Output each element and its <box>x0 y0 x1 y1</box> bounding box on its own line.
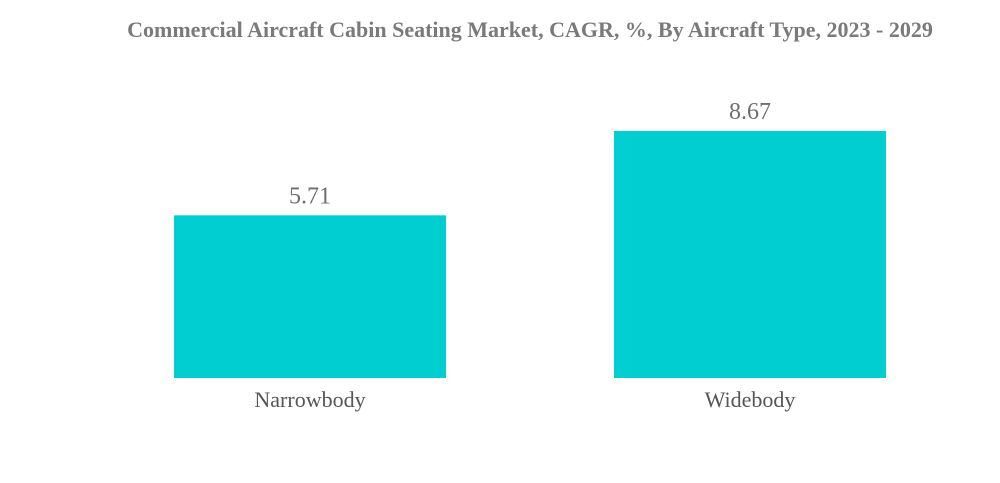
bars-layer: 5.71 Narrowbody 8.67 Widebody <box>174 99 886 412</box>
category-label-widebody: Widebody <box>705 387 796 412</box>
bar-widebody <box>614 131 886 378</box>
value-label-narrowbody: 5.71 <box>289 183 331 209</box>
chart-title: Commercial Aircraft Cabin Seating Market… <box>127 17 933 42</box>
value-label-widebody: 8.67 <box>729 99 771 125</box>
bar-narrowbody <box>174 215 446 378</box>
category-label-narrowbody: Narrowbody <box>254 387 365 412</box>
